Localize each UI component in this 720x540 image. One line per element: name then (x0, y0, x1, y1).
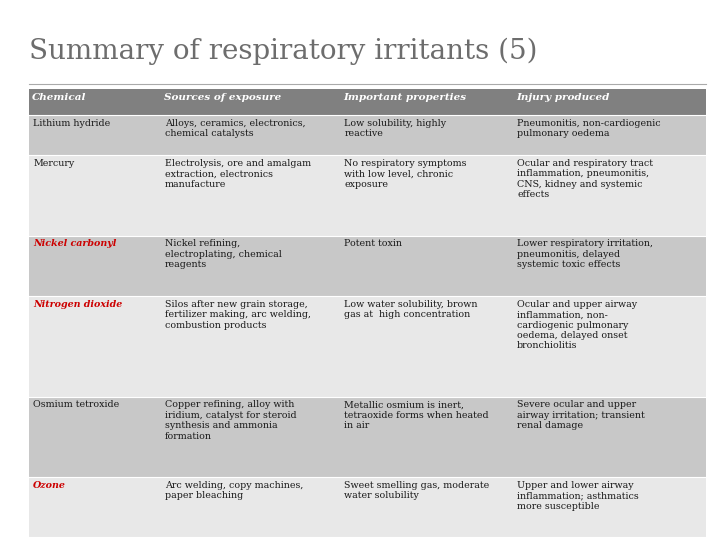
Bar (161, 155, 340, 235)
Bar (29, 396, 161, 477)
Bar (161, 296, 340, 396)
Bar (513, 235, 706, 296)
Bar (340, 477, 513, 537)
Text: Nickel refining,
electroplating, chemical
reagents: Nickel refining, electroplating, chemica… (165, 239, 282, 269)
Text: Electrolysis, ore and amalgam
extraction, electronics
manufacture: Electrolysis, ore and amalgam extraction… (165, 159, 311, 189)
Bar (340, 89, 513, 115)
Bar (29, 477, 161, 537)
Text: Sweet smelling gas, moderate
water solubility: Sweet smelling gas, moderate water solub… (344, 481, 490, 500)
Text: Injury produced: Injury produced (516, 93, 610, 102)
Text: Ocular and respiratory tract
inflammation, pneumonitis,
CNS, kidney and systemic: Ocular and respiratory tract inflammatio… (517, 159, 653, 199)
Bar (340, 296, 513, 396)
Bar (513, 396, 706, 477)
Text: Sources of exposure: Sources of exposure (164, 93, 282, 102)
Bar (29, 89, 161, 115)
Bar (513, 115, 706, 155)
Bar (513, 477, 706, 537)
Text: Metallic osmium is inert,
tetraoxide forms when heated
in air: Metallic osmium is inert, tetraoxide for… (344, 400, 489, 430)
Bar (161, 396, 340, 477)
Text: Nitrogen dioxide: Nitrogen dioxide (33, 300, 122, 309)
Bar (513, 155, 706, 235)
Bar (340, 115, 513, 155)
Bar (161, 235, 340, 296)
Text: Chemical: Chemical (32, 93, 87, 102)
Text: Nickel carbonyl: Nickel carbonyl (33, 239, 117, 248)
Bar (340, 155, 513, 235)
Text: Upper and lower airway
inflammation; asthmatics
more susceptible: Upper and lower airway inflammation; ast… (517, 481, 639, 510)
Text: Pneumonitis, non-cardiogenic
pulmonary oedema: Pneumonitis, non-cardiogenic pulmonary o… (517, 119, 661, 138)
Bar (340, 235, 513, 296)
Text: Severe ocular and upper
airway irritation; transient
renal damage: Severe ocular and upper airway irritatio… (517, 400, 645, 430)
Bar (513, 296, 706, 396)
Text: Silos after new grain storage,
fertilizer making, arc welding,
combustion produc: Silos after new grain storage, fertilize… (165, 300, 311, 329)
Text: Copper refining, alloy with
iridium, catalyst for steroid
synthesis and ammonia
: Copper refining, alloy with iridium, cat… (165, 400, 297, 441)
Text: Summary of respiratory irritants (5): Summary of respiratory irritants (5) (29, 38, 537, 65)
Text: No respiratory symptoms
with low level, chronic
exposure: No respiratory symptoms with low level, … (344, 159, 467, 189)
Text: Low water solubility, brown
gas at  high concentration: Low water solubility, brown gas at high … (344, 300, 478, 319)
Text: Important properties: Important properties (343, 93, 467, 102)
Bar (340, 396, 513, 477)
Bar (29, 235, 161, 296)
Text: Ozone: Ozone (33, 481, 66, 490)
Text: Low solubility, highly
reactive: Low solubility, highly reactive (344, 119, 446, 138)
Text: Lithium hydride: Lithium hydride (33, 119, 110, 128)
Bar (29, 155, 161, 235)
Text: Arc welding, copy machines,
paper bleaching: Arc welding, copy machines, paper bleach… (165, 481, 303, 500)
Bar (161, 115, 340, 155)
Bar (29, 115, 161, 155)
Text: Mercury: Mercury (33, 159, 74, 168)
Text: Ocular and upper airway
inflammation, non-
cardiogenic pulmonary
oedema, delayed: Ocular and upper airway inflammation, no… (517, 300, 637, 350)
Text: Osmium tetroxide: Osmium tetroxide (33, 400, 120, 409)
Text: Lower respiratory irritation,
pneumonitis, delayed
systemic toxic effects: Lower respiratory irritation, pneumoniti… (517, 239, 653, 269)
Bar (29, 296, 161, 396)
Bar (161, 477, 340, 537)
Text: Alloys, ceramics, electronics,
chemical catalysts: Alloys, ceramics, electronics, chemical … (165, 119, 306, 138)
Text: Potent toxin: Potent toxin (344, 239, 402, 248)
Bar (513, 89, 706, 115)
Bar (161, 89, 340, 115)
